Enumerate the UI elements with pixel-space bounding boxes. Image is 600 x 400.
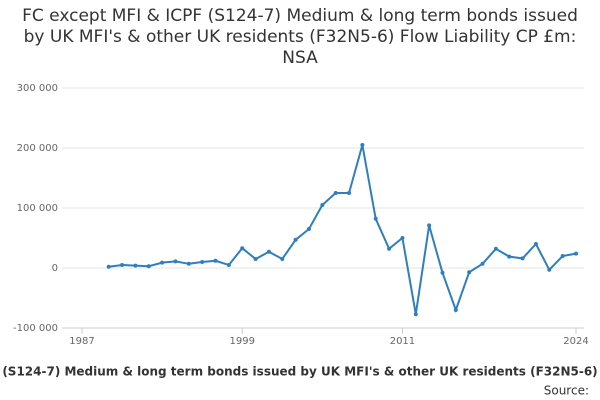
point bbox=[467, 270, 472, 275]
point bbox=[106, 264, 111, 269]
chart-title: FC except MFI & ICPF (S124-7) Medium & l… bbox=[22, 6, 578, 68]
y-tick-label: 100 000 bbox=[17, 203, 58, 214]
point bbox=[560, 254, 565, 258]
source: Source: bbox=[544, 384, 589, 398]
y-tick-label: 0 bbox=[52, 263, 58, 274]
point bbox=[533, 242, 538, 246]
point bbox=[333, 191, 338, 195]
x-tick-label: 1999 bbox=[229, 336, 254, 347]
point bbox=[574, 251, 578, 256]
point bbox=[280, 257, 285, 261]
point bbox=[400, 236, 405, 240]
point bbox=[547, 267, 552, 272]
x-tick-label: 2024 bbox=[563, 336, 588, 347]
point bbox=[306, 227, 311, 231]
point bbox=[413, 312, 418, 317]
point bbox=[120, 263, 125, 267]
point bbox=[293, 237, 298, 242]
x-tick-label: 1987 bbox=[69, 336, 94, 347]
point bbox=[480, 261, 485, 266]
point bbox=[360, 143, 365, 147]
point bbox=[320, 203, 325, 207]
y-tick-label: -100 000 bbox=[13, 323, 58, 334]
x-tick-label: 2011 bbox=[390, 336, 415, 347]
point bbox=[347, 191, 352, 195]
point bbox=[266, 249, 271, 254]
y-tick-label: 200 000 bbox=[17, 143, 58, 154]
y-tick-label: 300 000 bbox=[17, 83, 58, 94]
point bbox=[226, 263, 231, 267]
point bbox=[133, 263, 138, 268]
point bbox=[427, 223, 432, 228]
point bbox=[253, 257, 258, 261]
point bbox=[173, 259, 178, 264]
point bbox=[213, 258, 218, 263]
point bbox=[453, 308, 458, 312]
point bbox=[186, 261, 191, 266]
point bbox=[440, 270, 445, 275]
point bbox=[240, 246, 245, 251]
x-axis-label: (S124-7) Medium & long term bonds issued… bbox=[2, 365, 597, 379]
point bbox=[387, 246, 392, 251]
point bbox=[200, 260, 205, 264]
point bbox=[493, 246, 498, 251]
point bbox=[146, 264, 151, 269]
point bbox=[520, 256, 525, 261]
series-line bbox=[108, 144, 577, 315]
point bbox=[507, 254, 512, 259]
point bbox=[373, 216, 378, 221]
point bbox=[160, 260, 165, 265]
